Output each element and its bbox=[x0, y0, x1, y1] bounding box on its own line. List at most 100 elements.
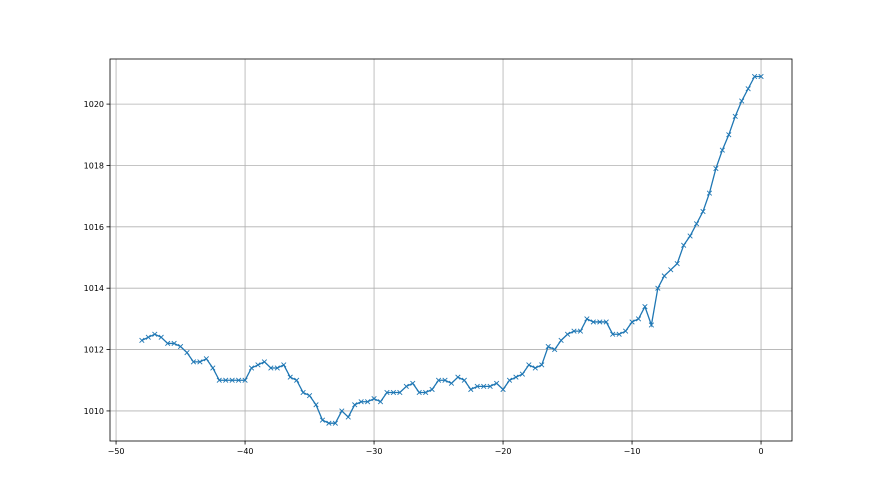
data-point bbox=[152, 331, 158, 337]
data-point bbox=[590, 319, 596, 325]
data-point bbox=[571, 328, 577, 334]
data-point bbox=[319, 417, 326, 423]
data-point bbox=[642, 303, 648, 310]
data-point bbox=[248, 365, 255, 371]
y-tick-label: 1010 bbox=[84, 407, 104, 416]
data-point bbox=[190, 359, 197, 365]
y-tick-label: 1020 bbox=[84, 100, 104, 109]
data-point bbox=[435, 377, 442, 383]
data-point bbox=[139, 337, 145, 343]
data-point bbox=[539, 362, 545, 368]
data-point bbox=[171, 340, 177, 347]
data-point bbox=[681, 242, 687, 248]
data-point bbox=[461, 377, 467, 383]
data-point bbox=[216, 377, 222, 383]
data-point bbox=[384, 389, 390, 396]
data-point bbox=[545, 343, 551, 350]
data-point bbox=[487, 383, 493, 390]
data-point bbox=[713, 165, 719, 172]
data-point bbox=[732, 113, 738, 119]
data-point bbox=[416, 389, 422, 396]
data-point bbox=[177, 343, 184, 350]
data-point bbox=[371, 396, 377, 402]
data-point bbox=[526, 362, 532, 368]
y-tick-label: 1018 bbox=[84, 161, 104, 170]
data-point bbox=[726, 132, 732, 138]
data-point bbox=[274, 365, 280, 371]
data-point bbox=[281, 362, 287, 368]
series-line bbox=[141, 75, 762, 424]
data-point bbox=[513, 374, 519, 380]
y-tick-label: 1014 bbox=[84, 284, 104, 293]
data-point bbox=[287, 374, 293, 380]
data-point bbox=[493, 380, 500, 386]
data-point bbox=[706, 190, 713, 196]
data-point bbox=[629, 319, 635, 325]
data-point bbox=[616, 331, 622, 337]
data-point bbox=[210, 365, 216, 371]
data-point bbox=[197, 359, 203, 365]
data-point bbox=[377, 399, 384, 405]
data-point bbox=[468, 386, 474, 393]
data-point bbox=[751, 73, 758, 80]
data-point bbox=[622, 328, 629, 334]
data-point bbox=[145, 334, 151, 340]
data-point bbox=[597, 319, 603, 325]
data-point bbox=[552, 346, 558, 353]
data-point bbox=[352, 402, 358, 408]
data-point bbox=[345, 414, 351, 420]
data-point bbox=[203, 356, 209, 362]
data-point bbox=[429, 386, 435, 393]
data-point bbox=[635, 316, 642, 322]
data-point bbox=[364, 399, 371, 405]
data-point bbox=[410, 380, 416, 386]
data-point bbox=[235, 377, 242, 383]
data-point bbox=[564, 331, 571, 337]
data-point bbox=[693, 221, 700, 227]
data-point bbox=[577, 328, 584, 334]
data-point bbox=[668, 267, 674, 273]
data-point bbox=[313, 402, 319, 408]
data-point bbox=[655, 285, 661, 291]
data-point bbox=[739, 98, 745, 104]
data-point bbox=[719, 147, 725, 153]
data-point bbox=[268, 365, 274, 371]
data-point bbox=[745, 86, 751, 92]
plot-frame bbox=[109, 58, 793, 442]
x-tick-label: −20 bbox=[495, 447, 512, 456]
y-tick-label: 1016 bbox=[84, 223, 104, 232]
x-tick-label: −10 bbox=[624, 447, 641, 456]
data-point bbox=[506, 377, 513, 383]
data-point bbox=[229, 377, 235, 383]
data-point bbox=[661, 273, 667, 279]
data-point bbox=[474, 383, 480, 390]
data-point bbox=[397, 389, 403, 396]
data-point bbox=[687, 233, 693, 239]
data-point bbox=[165, 340, 171, 347]
data-point bbox=[423, 389, 429, 396]
data-point bbox=[674, 261, 680, 267]
data-point bbox=[448, 380, 455, 386]
data-point bbox=[158, 334, 164, 340]
data-point bbox=[339, 408, 345, 414]
data-point bbox=[403, 383, 409, 390]
data-point bbox=[558, 337, 564, 343]
data-point bbox=[306, 392, 313, 399]
data-point bbox=[519, 371, 526, 377]
data-point bbox=[610, 331, 616, 337]
data-point bbox=[294, 377, 300, 383]
x-tick-label: −40 bbox=[237, 447, 254, 456]
data-point bbox=[481, 383, 487, 390]
data-point bbox=[242, 377, 248, 383]
data-point bbox=[184, 350, 190, 356]
data-point bbox=[455, 374, 461, 380]
data-point bbox=[648, 322, 655, 328]
data-point bbox=[261, 359, 268, 365]
data-point bbox=[326, 420, 332, 426]
data-point bbox=[584, 316, 590, 322]
data-point bbox=[358, 399, 364, 405]
data-point bbox=[390, 389, 397, 396]
x-tick-label: −50 bbox=[108, 447, 125, 456]
y-tick-label: 1012 bbox=[84, 346, 104, 355]
